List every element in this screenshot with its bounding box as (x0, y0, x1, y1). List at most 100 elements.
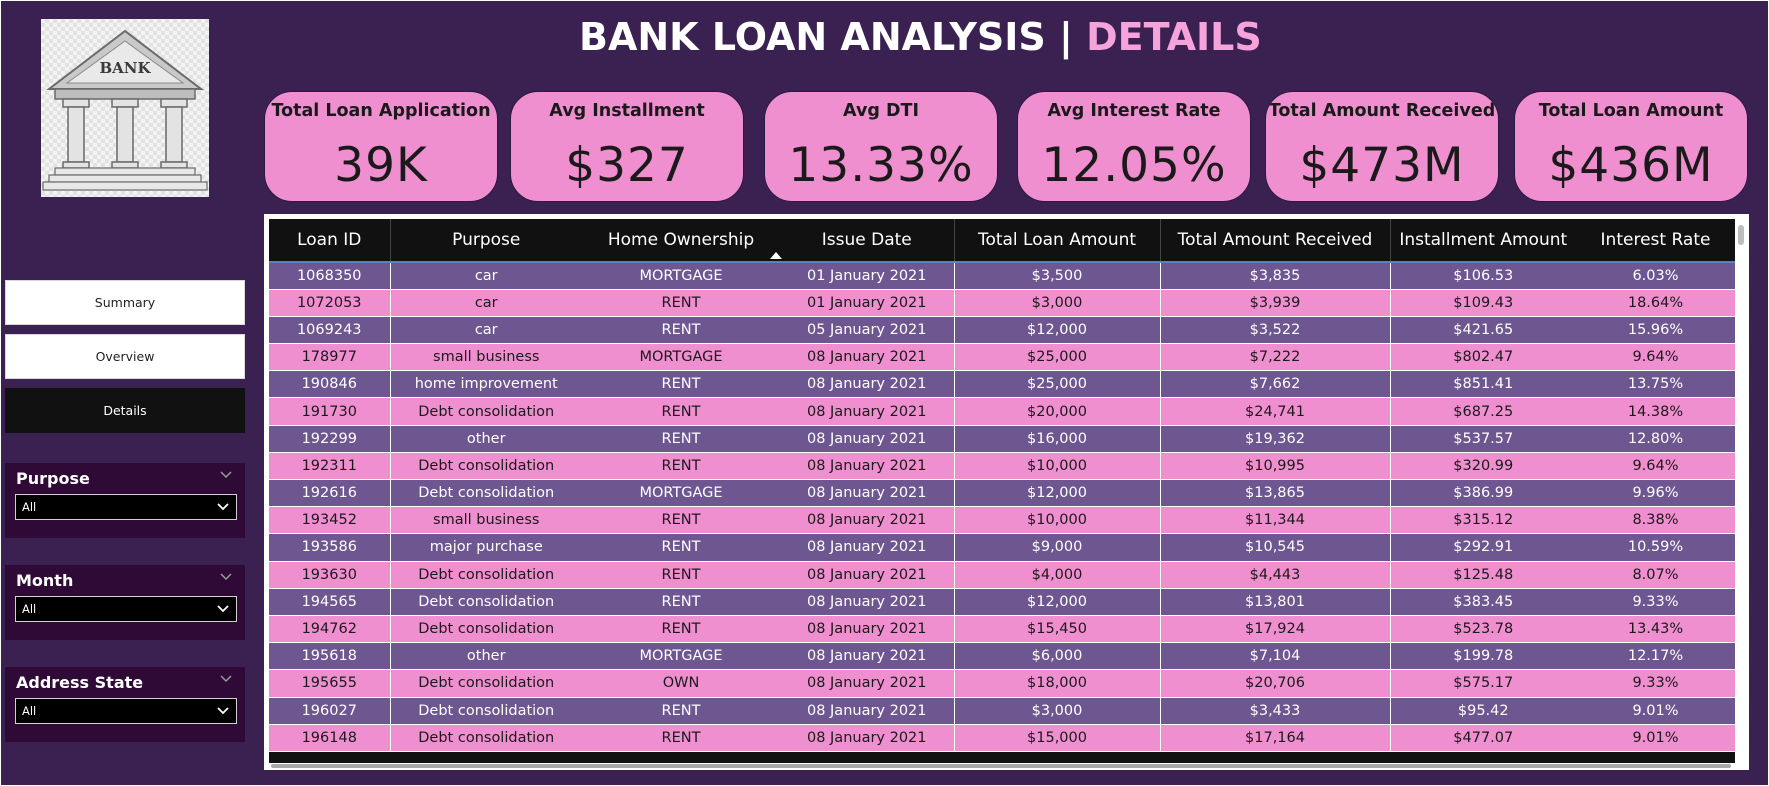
table-row[interactable]: 1068350 car MORTGAGE 01 January 2021 $3,500 $… (269, 262, 1735, 290)
nav-button-summary[interactable]: Summary (5, 280, 245, 325)
cell-purpose: Debt consolidation (389, 669, 582, 698)
column-header-loan-id[interactable]: Loan ID (269, 219, 390, 263)
table-row[interactable]: 193586 major purchase RENT 08 January 2021 $… (269, 533, 1735, 562)
kpi-value: 39K (334, 138, 428, 193)
cell-total-loan-amount: $20,000 (953, 397, 1160, 426)
cell-installment-amount: $383.45 (1389, 588, 1576, 616)
cell-purpose: Debt consolidation (389, 397, 582, 426)
vertical-scrollbar[interactable] (1737, 220, 1745, 760)
cell-purpose: small business (389, 343, 582, 372)
column-header-label: Home Ownership (607, 230, 755, 250)
cell-loan-id: 178977 (269, 343, 390, 372)
column-header-home-ownership[interactable]: Home Ownership (582, 219, 782, 263)
chevron-down-icon (217, 503, 229, 511)
cell-installment-amount: $95.42 (1389, 697, 1576, 725)
slicer-title: Month (16, 571, 74, 590)
cell-total-loan-amount: $3,500 (953, 262, 1160, 290)
cell-loan-id: 191730 (269, 397, 390, 426)
dropdown-value: All (22, 704, 37, 718)
slicer-month: Month All (5, 565, 245, 640)
slicer-address-state: Address State All (5, 667, 245, 742)
kpi-card-total-loan-application: Total Loan Application 39K (264, 91, 498, 202)
cell-purpose: car (389, 289, 582, 317)
column-header-installment-amount[interactable]: Installment Amount (1389, 219, 1576, 263)
table-row[interactable]: 196148 Debt consolidation RENT 08 January 2… (269, 724, 1735, 752)
cell-total-amount-received: $10,545 (1159, 533, 1390, 562)
scrollbar-thumb[interactable] (1738, 225, 1744, 245)
page-title: BANK LOAN ANALYSIS | DETAILS (579, 15, 1262, 67)
purpose-dropdown[interactable]: All (15, 494, 237, 520)
cell-loan-id: 194762 (269, 615, 390, 644)
cell-purpose: Debt consolidation (389, 452, 582, 481)
cell-issue-date: 08 January 2021 (780, 697, 954, 725)
cell-total-loan-amount: $9,000 (953, 533, 1160, 562)
month-dropdown[interactable]: All (15, 596, 237, 622)
table-row[interactable]: 192299 other RENT 08 January 2021 $16,000 $19… (269, 425, 1735, 453)
cell-interest-rate: 12.80% (1576, 425, 1735, 453)
chevron-down-icon[interactable] (219, 570, 233, 584)
cell-total-loan-amount: $16,000 (953, 425, 1160, 453)
cell-purpose: car (389, 316, 582, 345)
cell-interest-rate: 8.38% (1576, 506, 1735, 535)
table-row[interactable]: 195655 Debt consolidation OWN 08 January 20… (269, 669, 1735, 698)
cell-interest-rate: 8.07% (1576, 561, 1735, 589)
cell-home-ownership: RENT (582, 316, 780, 345)
chevron-down-icon (217, 707, 229, 715)
cell-issue-date: 08 January 2021 (780, 588, 954, 616)
kpi-card-total-amount-received: Total Amount Received $473M (1265, 91, 1499, 202)
kpi-value: $473M (1299, 138, 1465, 193)
table-row[interactable]: 1069243 car RENT 05 January 2021 $12,000 $3,5… (269, 316, 1735, 345)
table-row[interactable]: 192311 Debt consolidation RENT 08 January 2… (269, 452, 1735, 481)
cell-purpose: major purchase (389, 533, 582, 562)
address-state-dropdown[interactable]: All (15, 698, 237, 724)
cell-total-loan-amount: $10,000 (953, 506, 1160, 535)
nav-button-details[interactable]: Details (5, 388, 245, 433)
table-row[interactable]: 190846 home improvement RENT 08 January 202… (269, 370, 1735, 399)
cell-home-ownership: RENT (582, 561, 780, 589)
bank-logo: BANK (41, 19, 209, 197)
cell-interest-rate: 13.75% (1576, 370, 1735, 399)
cell-interest-rate: 13.43% (1576, 615, 1735, 644)
cell-total-amount-received: $4,443 (1159, 561, 1390, 589)
table-row[interactable]: 194762 Debt consolidation RENT 08 January 2… (269, 615, 1735, 644)
kpi-value: $327 (565, 138, 689, 193)
cell-total-loan-amount: $6,000 (953, 642, 1160, 671)
cell-loan-id: 193630 (269, 561, 390, 589)
column-header-interest-rate[interactable]: Interest Rate (1576, 219, 1735, 263)
cell-total-amount-received: $10,995 (1159, 452, 1390, 481)
table-row[interactable]: 196027 Debt consolidation RENT 08 January 2… (269, 697, 1735, 725)
column-header-total-amount-received[interactable]: Total Amount Received (1159, 219, 1390, 263)
cell-purpose: car (389, 262, 582, 290)
column-header-purpose[interactable]: Purpose (389, 219, 582, 263)
table-row[interactable]: 178977 small business MORTGAGE 08 January 2… (269, 343, 1735, 372)
table-row[interactable]: 195618 other MORTGAGE 08 January 2021 $6,000… (269, 642, 1735, 671)
scrollbar-thumb[interactable] (271, 764, 1731, 768)
table-row[interactable]: 194565 Debt consolidation RENT 08 January 2… (269, 588, 1735, 616)
loan-details-table-visual: Loan ID Purpose Home Ownership Issue Dat… (264, 214, 1749, 770)
table-row[interactable]: 191730 Debt consolidation RENT 08 January 2… (269, 397, 1735, 426)
cell-total-amount-received: $20,706 (1159, 669, 1390, 698)
nav-button-overview[interactable]: Overview (5, 334, 245, 379)
kpi-label: Total Loan Amount (1538, 101, 1724, 121)
horizontal-scrollbar[interactable] (269, 763, 1735, 769)
cell-total-loan-amount: $25,000 (953, 370, 1160, 399)
cell-issue-date: 08 January 2021 (780, 724, 954, 752)
cell-installment-amount: $537.57 (1389, 425, 1576, 453)
table-row[interactable]: 193452 small business RENT 08 January 2021 $… (269, 506, 1735, 535)
table-row[interactable]: 192616 Debt consolidation MORTGAGE 08 Janua… (269, 479, 1735, 508)
column-header-total-loan-amount[interactable]: Total Loan Amount (953, 219, 1160, 263)
cell-total-loan-amount: $15,000 (953, 724, 1160, 752)
cell-interest-rate: 9.01% (1576, 724, 1735, 752)
chevron-down-icon[interactable] (219, 468, 233, 482)
table-row[interactable]: 1072053 car RENT 01 January 2021 $3,000 $3,93… (269, 289, 1735, 317)
cell-home-ownership: MORTGAGE (582, 642, 780, 671)
table-body: 1068350 car MORTGAGE 01 January 2021 $3,500 $… (269, 262, 1735, 752)
sort-ascending-icon (770, 252, 782, 259)
cell-installment-amount: $106.53 (1389, 262, 1576, 290)
chevron-down-icon[interactable] (219, 672, 233, 686)
cell-home-ownership: RENT (582, 397, 780, 426)
cell-interest-rate: 18.64% (1576, 289, 1735, 317)
table-row[interactable]: 193630 Debt consolidation RENT 08 January 2… (269, 561, 1735, 589)
cell-home-ownership: RENT (582, 588, 780, 616)
column-header-issue-date[interactable]: Issue Date (780, 219, 954, 263)
